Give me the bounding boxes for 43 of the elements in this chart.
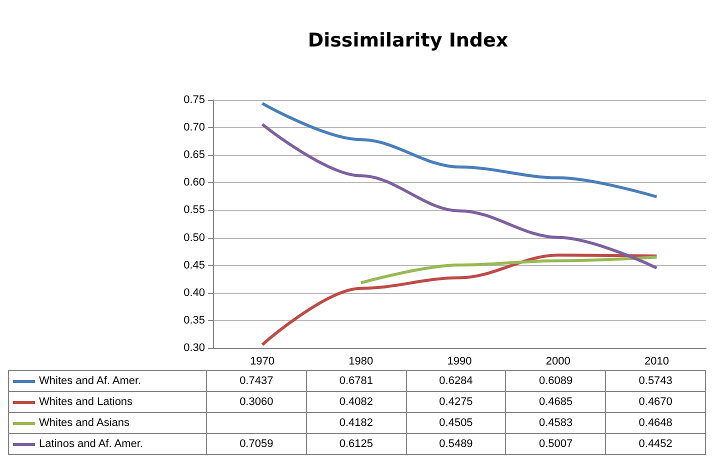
x-tick-label: 1990	[447, 356, 472, 368]
x-tick-label: 2000	[546, 356, 570, 368]
line-series	[260, 102, 658, 198]
data-label: 0.4583	[506, 412, 606, 434]
data-label: 0.4182	[306, 412, 406, 434]
y-tick-label: 0.65	[184, 149, 205, 162]
x-tick-label: 1980	[348, 356, 374, 368]
legend-label: Whites and Asians	[39, 417, 130, 429]
data-label: 0.6125	[306, 434, 406, 454]
data-label: 0.4648	[606, 412, 706, 434]
x-tick-label: 1970	[250, 356, 275, 368]
chart-title: Dissimilarity Index	[308, 30, 508, 52]
data-label: 0.4082	[306, 392, 406, 412]
y-tick-label: 0.45	[184, 259, 205, 272]
data-label: 0.6781	[306, 370, 406, 392]
data-label: 0.5489	[406, 434, 506, 454]
data-label: 0.5743	[606, 370, 706, 392]
data-label: 0.4452	[606, 434, 706, 454]
legend-label: Whites and Lations	[39, 396, 133, 408]
data-label: 0.4685	[506, 392, 606, 412]
y-tick-label: 0.55	[184, 204, 205, 216]
data-label: 0.4670	[606, 392, 706, 412]
legend-label: Whites and Af. Amer.	[39, 375, 142, 387]
line-series	[359, 256, 658, 284]
data-label: 0.7437	[206, 370, 306, 392]
legend-label: Latinos and Af. Amer.	[39, 438, 143, 450]
line-series	[260, 254, 658, 346]
data-label: 0.4505	[406, 412, 506, 434]
data-label: 0.3060	[206, 392, 306, 412]
data-label: 0.7059	[206, 434, 306, 454]
y-tick-label: 0.75	[184, 94, 205, 106]
line-series	[260, 122, 658, 270]
y-tick-label: 0.30	[184, 342, 205, 354]
data-label: 0.6284	[406, 370, 506, 392]
y-tick-label: 0.60	[184, 176, 205, 189]
y-tick-label: 0.35	[184, 314, 205, 326]
data-label: 0.6089	[506, 370, 606, 392]
x-tick-label: 2010	[644, 356, 669, 368]
y-tick-label: 0.40	[184, 286, 205, 299]
y-tick-label: 0.50	[184, 232, 205, 244]
data-label: 0.5007	[506, 434, 606, 454]
y-tick-label: 0.70	[184, 122, 205, 134]
data-label: 0.4275	[406, 392, 506, 412]
